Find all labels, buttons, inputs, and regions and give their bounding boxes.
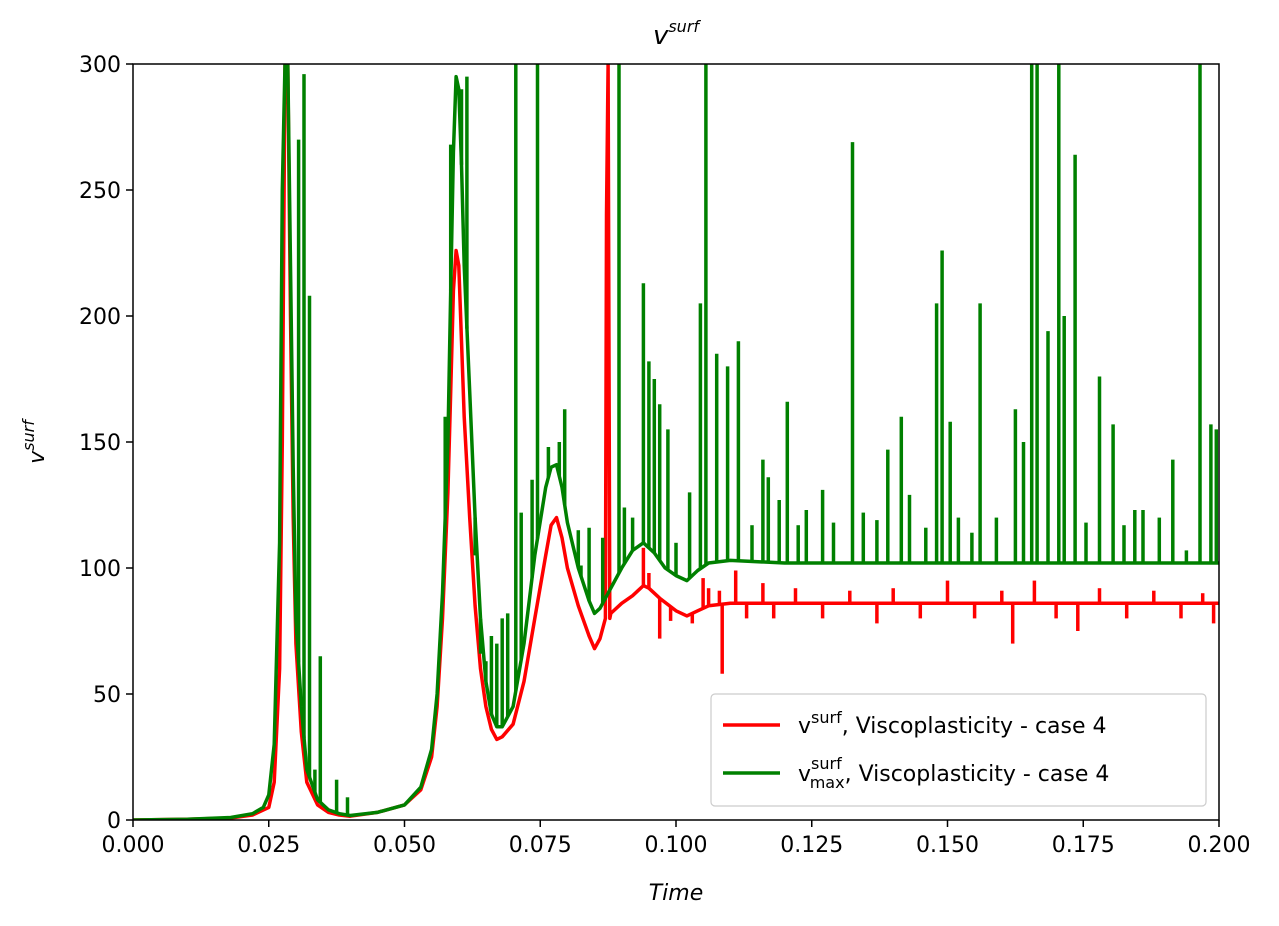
y-tick-label: 100 bbox=[79, 557, 121, 582]
x-tick-label: 0.150 bbox=[916, 833, 979, 858]
series-line-1 bbox=[133, 64, 1219, 820]
x-tick-label: 0.025 bbox=[237, 833, 300, 858]
x-tick-label: 0.075 bbox=[509, 833, 572, 858]
x-axis-label: Time bbox=[649, 881, 704, 906]
x-tick-label: 0.100 bbox=[645, 833, 708, 858]
legend: vsurf, Viscoplasticity - case 4 vsurf max… bbox=[710, 693, 1207, 807]
x-tick-label: 0.050 bbox=[373, 833, 436, 858]
y-axis: 0 50 100 150 200 250 300 bbox=[79, 53, 133, 834]
series-layer bbox=[133, 64, 1219, 820]
y-tick-label: 150 bbox=[79, 431, 121, 456]
y-tick-label: 300 bbox=[79, 53, 121, 78]
legend-entry-v-surf-max: vsurf max, Viscoplasticity - case 4 bbox=[798, 754, 1109, 792]
legend-box bbox=[710, 693, 1207, 807]
y-tick-label: 200 bbox=[79, 305, 121, 330]
y-tick-label: 0 bbox=[107, 809, 121, 834]
x-tick-label: 0.125 bbox=[780, 833, 843, 858]
chart-title: vsurf bbox=[653, 17, 701, 51]
y-axis-label: vsurf bbox=[19, 418, 50, 464]
x-tick-label: 0.175 bbox=[1052, 833, 1115, 858]
legend-entry-v-surf: vsurf, Viscoplasticity - case 4 bbox=[798, 708, 1107, 739]
y-tick-label: 250 bbox=[79, 179, 121, 204]
y-tick-label: 50 bbox=[93, 683, 121, 708]
x-tick-label: 0.000 bbox=[102, 833, 165, 858]
x-tick-label: 0.200 bbox=[1188, 833, 1251, 858]
x-axis: 0.000 0.025 0.050 0.075 0.100 0.125 0.150 0.175… bbox=[102, 820, 1251, 858]
